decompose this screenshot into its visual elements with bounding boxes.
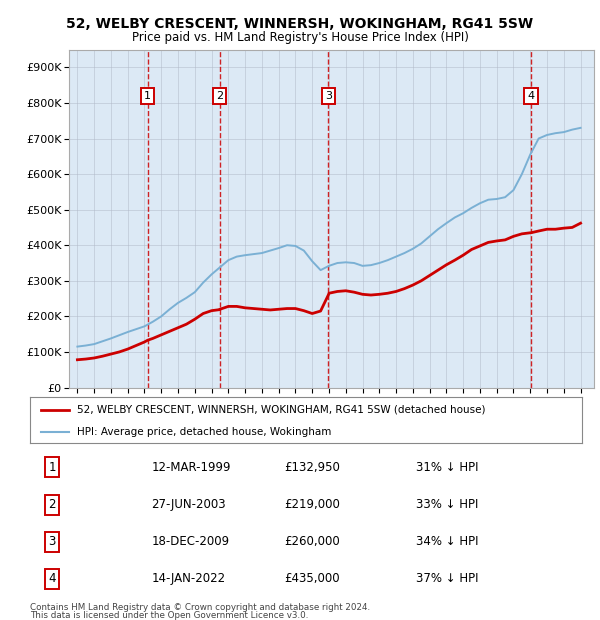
Text: 52, WELBY CRESCENT, WINNERSH, WOKINGHAM, RG41 5SW: 52, WELBY CRESCENT, WINNERSH, WOKINGHAM,… bbox=[67, 17, 533, 31]
Text: 2: 2 bbox=[49, 498, 56, 511]
Text: 2: 2 bbox=[216, 91, 223, 101]
Text: 4: 4 bbox=[527, 91, 535, 101]
Text: £219,000: £219,000 bbox=[284, 498, 340, 511]
Text: HPI: Average price, detached house, Wokingham: HPI: Average price, detached house, Woki… bbox=[77, 427, 331, 436]
Text: 14-JAN-2022: 14-JAN-2022 bbox=[151, 572, 226, 585]
Text: 18-DEC-2009: 18-DEC-2009 bbox=[151, 535, 230, 548]
Text: 1: 1 bbox=[49, 461, 56, 474]
Text: 1: 1 bbox=[144, 91, 151, 101]
Text: 27-JUN-2003: 27-JUN-2003 bbox=[151, 498, 226, 511]
Text: £435,000: £435,000 bbox=[284, 572, 340, 585]
Text: 3: 3 bbox=[49, 535, 56, 548]
Text: 52, WELBY CRESCENT, WINNERSH, WOKINGHAM, RG41 5SW (detached house): 52, WELBY CRESCENT, WINNERSH, WOKINGHAM,… bbox=[77, 405, 485, 415]
Text: 4: 4 bbox=[49, 572, 56, 585]
Text: 33% ↓ HPI: 33% ↓ HPI bbox=[416, 498, 479, 511]
Text: £132,950: £132,950 bbox=[284, 461, 340, 474]
Text: 31% ↓ HPI: 31% ↓ HPI bbox=[416, 461, 479, 474]
Text: Price paid vs. HM Land Registry's House Price Index (HPI): Price paid vs. HM Land Registry's House … bbox=[131, 31, 469, 44]
Text: 12-MAR-1999: 12-MAR-1999 bbox=[151, 461, 231, 474]
Text: This data is licensed under the Open Government Licence v3.0.: This data is licensed under the Open Gov… bbox=[30, 611, 308, 620]
Text: 37% ↓ HPI: 37% ↓ HPI bbox=[416, 572, 479, 585]
Text: 34% ↓ HPI: 34% ↓ HPI bbox=[416, 535, 479, 548]
Text: Contains HM Land Registry data © Crown copyright and database right 2024.: Contains HM Land Registry data © Crown c… bbox=[30, 603, 370, 612]
Text: 3: 3 bbox=[325, 91, 332, 101]
Text: £260,000: £260,000 bbox=[284, 535, 340, 548]
